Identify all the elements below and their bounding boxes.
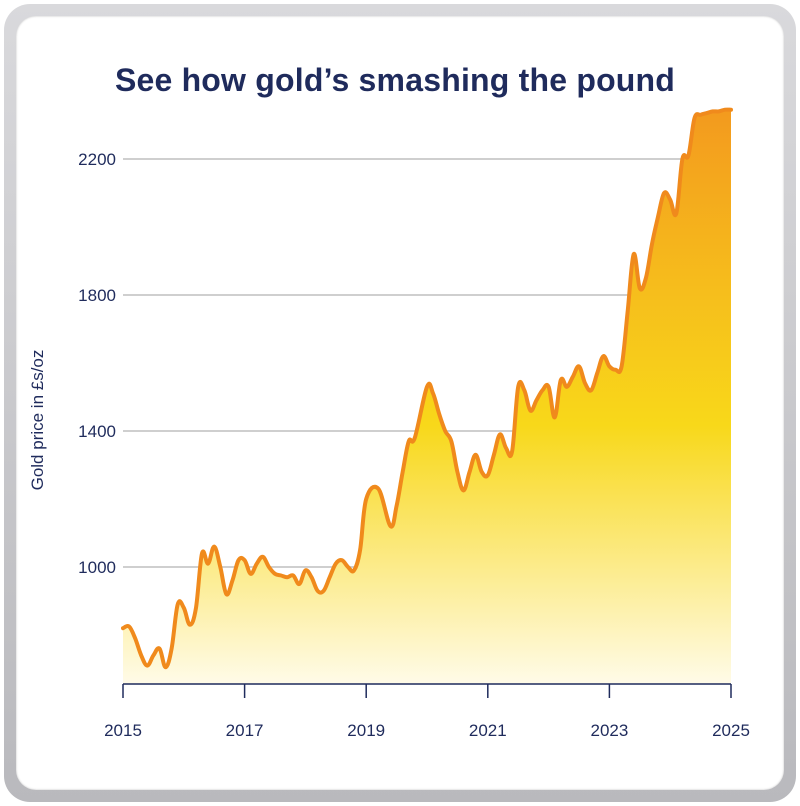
x-tick-label: 2015 xyxy=(104,721,142,740)
x-tick-label: 2017 xyxy=(226,721,264,740)
x-tick-label: 2019 xyxy=(347,721,385,740)
area-fill xyxy=(123,109,731,685)
chart-title: See how gold’s smashing the pound xyxy=(114,62,676,98)
x-ticks: 2015 2017 2019 2021 2023 2025 xyxy=(104,684,750,740)
x-tick-label: 2021 xyxy=(469,721,507,740)
y-tick-label: 1400 xyxy=(78,422,116,441)
y-ticks: 1000 1400 1800 2200 xyxy=(78,150,116,577)
x-tick-label: 2023 xyxy=(590,721,628,740)
series-line xyxy=(121,107,733,670)
y-tick-label: 2200 xyxy=(78,150,116,169)
y-tick-label: 1800 xyxy=(78,286,116,305)
y-tick-label: 1000 xyxy=(78,558,116,577)
x-tick-label: 2025 xyxy=(712,721,750,740)
